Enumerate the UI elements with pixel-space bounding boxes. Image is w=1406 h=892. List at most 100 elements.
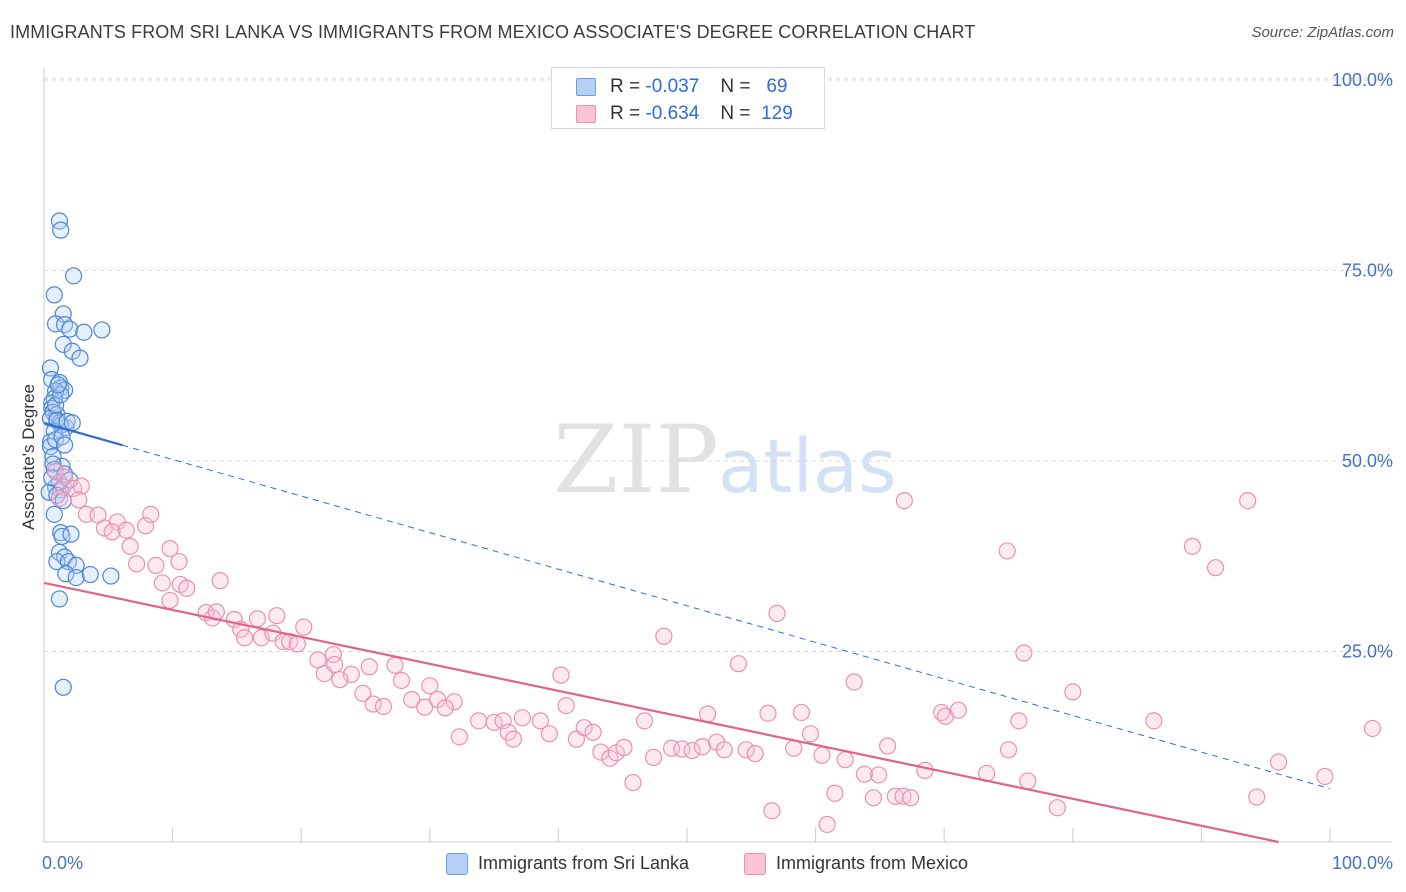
point-sri-lanka bbox=[45, 286, 63, 304]
legend-n-label: N = bbox=[720, 76, 751, 97]
legend-text-mexico: R = -0.634 N = 129 bbox=[610, 103, 793, 125]
point-mexico bbox=[421, 677, 439, 695]
point-mexico bbox=[1239, 492, 1257, 510]
point-sri-lanka bbox=[54, 335, 72, 354]
point-mexico bbox=[1206, 559, 1225, 577]
point-mexico bbox=[1145, 712, 1163, 730]
watermark-zip: ZIP bbox=[553, 406, 719, 515]
point-mexico bbox=[1019, 772, 1037, 790]
point-mexico bbox=[624, 773, 642, 792]
point-mexico bbox=[864, 789, 883, 807]
point-mexico bbox=[635, 712, 654, 730]
point-mexico bbox=[557, 697, 575, 715]
point-mexico bbox=[386, 656, 404, 674]
point-mexico bbox=[615, 738, 633, 757]
point-sri-lanka bbox=[52, 221, 70, 239]
point-sri-lanka bbox=[61, 320, 79, 338]
point-mexico bbox=[801, 725, 820, 743]
x-tick-label-min: 0.0% bbox=[42, 853, 83, 873]
point-mexico bbox=[845, 673, 863, 691]
point-mexico bbox=[1363, 719, 1382, 738]
trendline-solid-mexico bbox=[43, 581, 1279, 844]
point-mexico bbox=[949, 701, 967, 719]
point-mexico bbox=[902, 789, 920, 807]
point-mexico bbox=[170, 552, 188, 571]
point-mexico bbox=[147, 556, 165, 574]
point-mexico bbox=[103, 523, 121, 541]
point-mexico bbox=[737, 741, 755, 759]
point-mexico bbox=[575, 719, 593, 737]
point-mexico bbox=[504, 730, 522, 748]
trendline-dashed-sri-lanka bbox=[122, 444, 1331, 790]
point-mexico bbox=[813, 746, 831, 764]
point-sri-lanka bbox=[81, 565, 99, 584]
point-mexico bbox=[998, 542, 1016, 560]
point-mexico bbox=[445, 693, 463, 711]
point-sri-lanka bbox=[54, 678, 72, 696]
legend-swatch-mexico bbox=[576, 105, 596, 123]
point-mexico bbox=[50, 489, 69, 507]
point-mexico bbox=[999, 741, 1018, 759]
point-mexico bbox=[236, 629, 254, 647]
point-mexico bbox=[655, 627, 673, 645]
source-credit: Source: ZipAtlas.com bbox=[1251, 24, 1394, 41]
point-sri-lanka bbox=[55, 316, 74, 334]
point-mexico bbox=[295, 618, 313, 636]
y-tick-label: 50.0% bbox=[1342, 451, 1393, 471]
point-mexico bbox=[683, 741, 701, 760]
watermark-atlas: atlas bbox=[718, 424, 897, 510]
legend-n-value: 69 bbox=[766, 76, 788, 97]
series-swatch-sri-lanka bbox=[446, 853, 468, 875]
point-mexico bbox=[161, 540, 179, 558]
point-mexico bbox=[374, 697, 393, 715]
legend-swatch-sri-lanka bbox=[576, 78, 596, 96]
point-mexico bbox=[117, 521, 135, 539]
point-sri-lanka bbox=[93, 321, 111, 339]
legend-r-label: R = bbox=[610, 76, 641, 97]
point-sri-lanka bbox=[41, 409, 60, 427]
point-mexico bbox=[1048, 799, 1066, 817]
correlation-legend: R = -0.037 N = 69 R = -0.634 N = 129 bbox=[551, 67, 825, 129]
trend-layer bbox=[43, 421, 1331, 844]
point-mexico bbox=[540, 725, 558, 743]
series-label-sri-lanka: Immigrants from Sri Lanka bbox=[478, 853, 690, 873]
point-mexico bbox=[127, 555, 146, 573]
point-mexico bbox=[248, 610, 267, 628]
point-mexico bbox=[1183, 537, 1201, 555]
point-sri-lanka bbox=[57, 565, 75, 583]
watermark: ZIP atlas bbox=[553, 406, 897, 515]
chart-title: IMMIGRANTS FROM SRI LANKA VS IMMIGRANTS … bbox=[10, 22, 976, 42]
point-sri-lanka bbox=[62, 525, 80, 543]
point-sri-lanka bbox=[55, 436, 74, 454]
point-sri-lanka bbox=[52, 386, 70, 404]
point-mexico bbox=[364, 695, 382, 713]
point-mexico bbox=[763, 802, 781, 820]
point-mexico bbox=[142, 505, 160, 523]
axes-layer: 25.0% 50.0% 75.0% 100.0% 0.0% 100.0% bbox=[42, 68, 1393, 873]
point-mexico bbox=[584, 723, 602, 741]
point-mexico bbox=[416, 698, 434, 716]
point-mexico bbox=[855, 765, 874, 783]
point-mexico bbox=[746, 745, 764, 763]
point-sri-lanka bbox=[46, 396, 65, 414]
point-mexico bbox=[70, 491, 88, 509]
point-mexico bbox=[879, 737, 897, 755]
point-mexico bbox=[698, 705, 717, 723]
point-mexico bbox=[354, 684, 372, 703]
legend-r-label: R = bbox=[610, 103, 641, 124]
points-layer bbox=[40, 212, 1382, 834]
point-mexico bbox=[552, 666, 570, 684]
point-sri-lanka bbox=[49, 376, 67, 394]
series-swatch-mexico bbox=[744, 853, 766, 875]
point-mexico bbox=[268, 607, 286, 625]
point-mexico bbox=[1064, 683, 1082, 701]
point-mexico bbox=[644, 748, 663, 767]
point-mexico bbox=[392, 671, 411, 690]
point-mexico bbox=[326, 655, 344, 674]
point-mexico bbox=[95, 519, 114, 537]
point-mexico bbox=[1269, 753, 1288, 771]
point-sri-lanka bbox=[64, 267, 83, 285]
point-sri-lanka bbox=[75, 323, 93, 341]
point-sri-lanka bbox=[50, 212, 69, 230]
